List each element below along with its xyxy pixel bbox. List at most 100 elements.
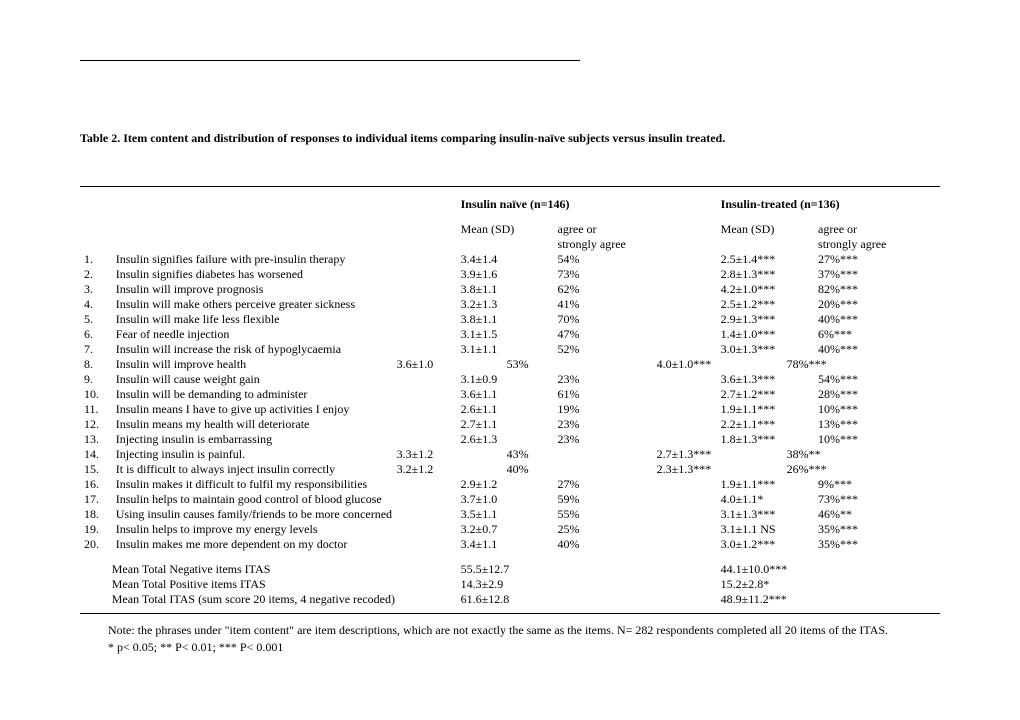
row-item: Insulin means my health will deteriorate (112, 417, 457, 432)
row-a1: 61% (554, 387, 680, 402)
row-m1: 3.4±1.1 (457, 537, 554, 552)
row-num: 16. (80, 477, 112, 492)
row-m2: 1.8±1.3*** (717, 432, 814, 447)
row-a1: 55% (554, 507, 680, 522)
header-rule-top (80, 186, 940, 187)
row-m2: 1.9±1.1*** (717, 402, 814, 417)
row-item: Injecting insulin is embarrassing (112, 432, 457, 447)
summary-m2: 15.2±2.8* (717, 577, 814, 592)
row-m1a1: 3.6±1.053% (457, 357, 680, 372)
table-row: 11.Insulin means I have to give up activ… (80, 402, 940, 417)
table-row: 3.Insulin will improve prognosis3.8±1.16… (80, 282, 940, 297)
row-a2: 13%*** (814, 417, 940, 432)
summary-m1: 55.5±12.7 (457, 562, 554, 577)
footnote-1: Note: the phrases under "item content" a… (80, 622, 940, 639)
table-row: 6.Fear of needle injection3.1±1.547%1.4±… (80, 327, 940, 342)
row-a1: 70% (554, 312, 680, 327)
row-m1: 3.9±1.6 (457, 267, 554, 282)
table-row: 15.It is difficult to always inject insu… (80, 462, 940, 477)
row-m1a1: 3.2±1.240% (457, 462, 680, 477)
row-a2: 73%*** (814, 492, 940, 507)
row-num: 8. (80, 357, 112, 372)
summary-m2: 48.9±11.2*** (717, 592, 814, 607)
summary-label: Mean Total Positive items ITAS (112, 577, 457, 592)
row-m2: 3.1±1.1 NS (717, 522, 814, 537)
row-a2: 9%*** (814, 477, 940, 492)
row-num: 15. (80, 462, 112, 477)
table-row: 8.Insulin will improve health3.6±1.053%4… (80, 357, 940, 372)
row-m2: 2.5±1.4*** (717, 252, 814, 267)
row-item: Fear of needle injection (112, 327, 457, 342)
row-m2a2: 2.3±1.3***26%*** (717, 462, 940, 477)
row-m1: 2.6±1.3 (457, 432, 554, 447)
col-agree-2b: strongly agree (814, 237, 940, 252)
row-m2: 3.6±1.3*** (717, 372, 814, 387)
row-m1: 3.5±1.1 (457, 507, 554, 522)
row-m1a1: 3.3±1.243% (457, 447, 680, 462)
row-num: 12. (80, 417, 112, 432)
row-a1: 41% (554, 297, 680, 312)
table-row: 2.Insulin signifies diabetes has worsene… (80, 267, 940, 282)
row-a1: 52% (554, 342, 680, 357)
row-item: Insulin will be demanding to administer (112, 387, 457, 402)
row-a1: 62% (554, 282, 680, 297)
table-row: 9.Insulin will cause weight gain3.1±0.92… (80, 372, 940, 387)
row-m2: 2.7±1.2*** (717, 387, 814, 402)
row-num: 20. (80, 537, 112, 552)
row-m2: 2.9±1.3*** (717, 312, 814, 327)
row-m1: 2.6±1.1 (457, 402, 554, 417)
footnote-2: * p< 0.05; ** P< 0.01; *** P< 0.001 (80, 639, 940, 656)
row-a2: 10%*** (814, 402, 940, 417)
data-table: Insulin naïve (n=146) Insulin-treated (n… (80, 197, 940, 607)
row-item: Insulin helps to maintain good control o… (112, 492, 457, 507)
row-a1: 47% (554, 327, 680, 342)
row-num: 7. (80, 342, 112, 357)
row-m2: 1.4±1.0*** (717, 327, 814, 342)
table-row: 19.Insulin helps to improve my energy le… (80, 522, 940, 537)
row-m1: 3.4±1.4 (457, 252, 554, 267)
row-item: Insulin makes it difficult to fulfil my … (112, 477, 457, 492)
row-num: 9. (80, 372, 112, 387)
row-a2: 28%*** (814, 387, 940, 402)
row-m1: 3.8±1.1 (457, 312, 554, 327)
row-m1: 3.8±1.1 (457, 282, 554, 297)
row-num: 5. (80, 312, 112, 327)
row-a2: 40%*** (814, 342, 940, 357)
row-a2: 37%*** (814, 267, 940, 282)
row-num: 4. (80, 297, 112, 312)
row-a2: 82%*** (814, 282, 940, 297)
row-a1: 23% (554, 417, 680, 432)
summary-m2: 44.1±10.0*** (717, 562, 814, 577)
row-a1: 73% (554, 267, 680, 282)
row-num: 2. (80, 267, 112, 282)
col-agree-1b: strongly agree (554, 237, 680, 252)
row-m2: 3.1±1.3*** (717, 507, 814, 522)
table-row: 4.Insulin will make others perceive grea… (80, 297, 940, 312)
row-a2: 10%*** (814, 432, 940, 447)
row-m2: 3.0±1.3*** (717, 342, 814, 357)
table-row: 5.Insulin will make life less flexible3.… (80, 312, 940, 327)
summary-m1: 14.3±2.9 (457, 577, 554, 592)
row-item: Insulin makes me more dependent on my do… (112, 537, 457, 552)
row-a2: 27%*** (814, 252, 940, 267)
row-a2: 20%*** (814, 297, 940, 312)
table-row: 13.Injecting insulin is embarrassing2.6±… (80, 432, 940, 447)
row-item: Insulin will improve prognosis (112, 282, 457, 297)
table-row: 20.Insulin makes me more dependent on my… (80, 537, 940, 552)
row-a2: 35%*** (814, 537, 940, 552)
row-a1: 23% (554, 432, 680, 447)
row-m2: 2.2±1.1*** (717, 417, 814, 432)
row-item: Using insulin causes family/friends to b… (112, 507, 457, 522)
top-rule (80, 60, 580, 61)
row-item: Insulin helps to improve my energy level… (112, 522, 457, 537)
row-a1: 40% (554, 537, 680, 552)
row-item: Insulin signifies failure with pre-insul… (112, 252, 457, 267)
row-num: 14. (80, 447, 112, 462)
row-a1: 59% (554, 492, 680, 507)
row-item: Insulin means I have to give up activiti… (112, 402, 457, 417)
table-row: 17.Insulin helps to maintain good contro… (80, 492, 940, 507)
row-item: Insulin will cause weight gain (112, 372, 457, 387)
row-item: Insulin will increase the risk of hypogl… (112, 342, 457, 357)
row-m1: 3.1±1.5 (457, 327, 554, 342)
header-rule-bottom (80, 613, 940, 614)
